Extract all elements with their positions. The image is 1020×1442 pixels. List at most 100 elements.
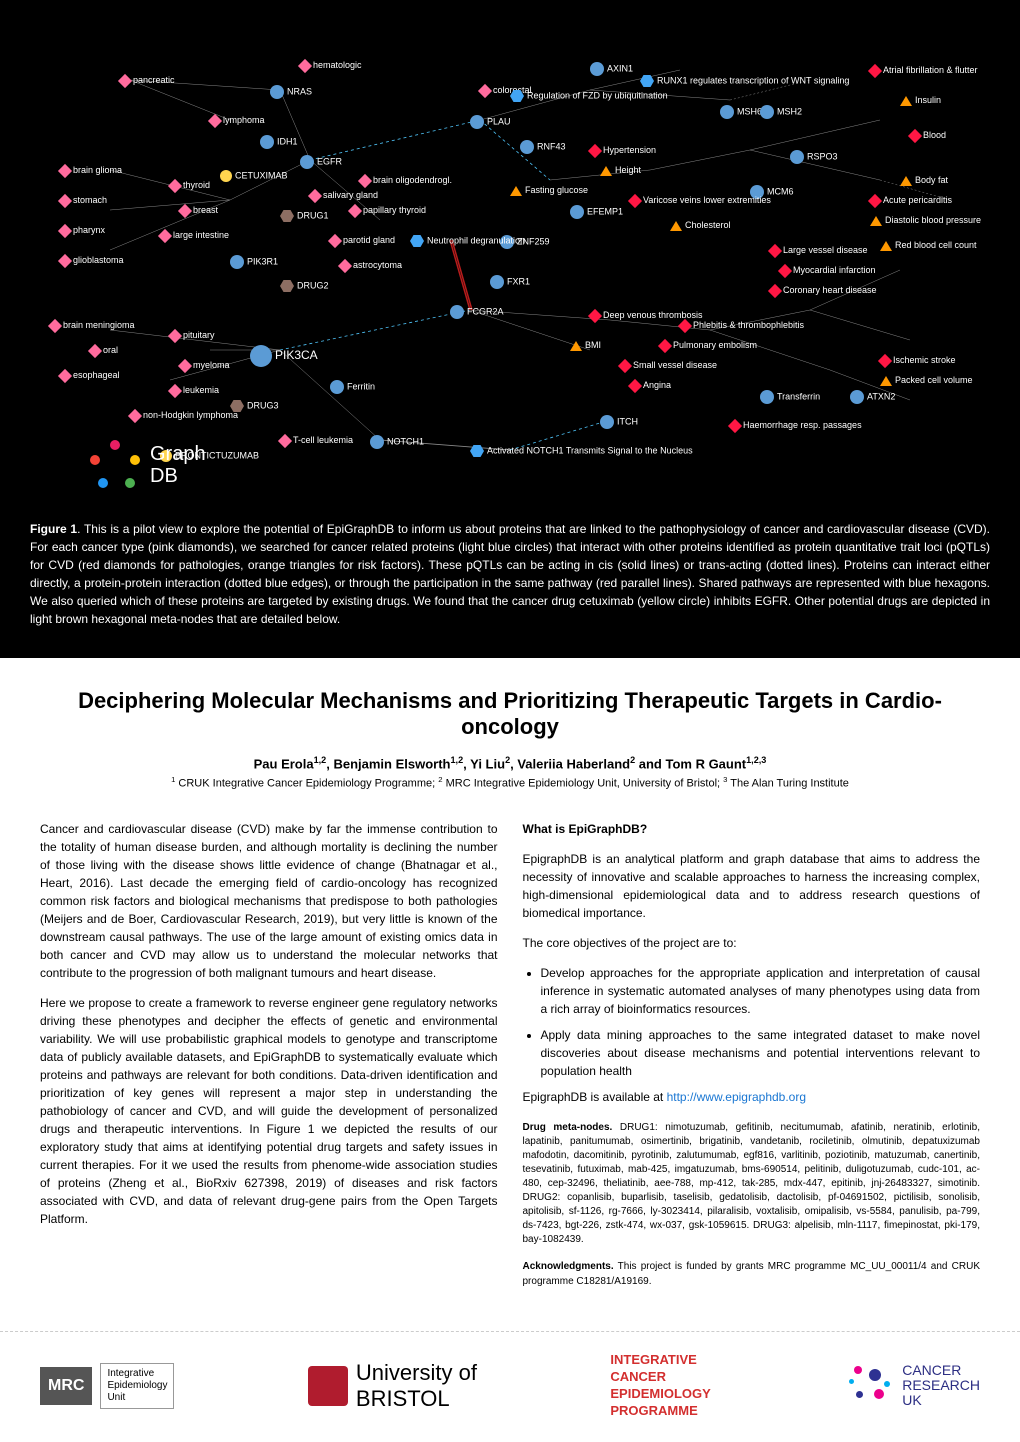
node-cancer: pituitary xyxy=(170,330,215,341)
intro-para-1: Cancer and cardiovascular disease (CVD) … xyxy=(40,820,498,982)
right-column: What is EpiGraphDB? EpigraphDB is an ana… xyxy=(523,820,981,1301)
affiliations: 1 CRUK Integrative Cancer Epidemiology P… xyxy=(40,775,980,790)
graphdb-logo: Graph DB xyxy=(90,440,206,490)
network-graph: pancreatic hematologic lymphoma brain gl… xyxy=(30,20,990,500)
node-protein: IDH1 xyxy=(260,135,298,149)
node-cancer: thyroid xyxy=(170,180,210,191)
node-protein: MSH6 xyxy=(720,105,762,119)
node-protein: NRAS xyxy=(270,85,312,99)
node-risk: Fasting glucose xyxy=(510,185,588,196)
node-protein: EGFR xyxy=(300,155,342,169)
icep-label: INTEGRATIVE CANCER EPIDEMIOLOGY PROGRAMM… xyxy=(610,1352,710,1420)
node-risk: Body fat xyxy=(900,175,948,186)
mrc-ieu-logo: MRC Integrative Epidemiology Unit xyxy=(40,1363,174,1409)
node-pathology: Pulmonary embolism xyxy=(660,340,757,351)
node-risk: Packed cell volume xyxy=(880,375,973,386)
box-title: What is EpiGraphDB? xyxy=(523,820,981,838)
node-risk: Height xyxy=(600,165,641,176)
node-protein: FCGR2A xyxy=(450,305,504,319)
box-link-line: EpigraphDB is available at http://www.ep… xyxy=(523,1088,981,1106)
footer-logos: MRC Integrative Epidemiology Unit Univer… xyxy=(0,1331,1020,1440)
node-pathology: Haemorrhage resp. passages xyxy=(730,420,862,431)
node-risk: Cholesterol xyxy=(670,220,731,231)
node-cancer: stomach xyxy=(60,195,107,206)
node-protein: ATXN2 xyxy=(850,390,895,404)
figure-caption: Figure 1. This is a pilot view to explor… xyxy=(30,520,990,628)
node-protein: Transferrin xyxy=(760,390,820,404)
node-cancer: salivary gland xyxy=(310,190,378,201)
node-cancer: astrocytoma xyxy=(340,260,402,271)
intro-para-2: Here we propose to create a framework to… xyxy=(40,994,498,1228)
cruk-dots-icon xyxy=(844,1361,894,1411)
node-cancer: myeloma xyxy=(180,360,230,371)
acknowledgments: Acknowledgments. This project is funded … xyxy=(523,1259,981,1289)
node-pathology: Hypertension xyxy=(590,145,656,156)
node-drug-yellow: CETUXIMAB xyxy=(220,170,288,182)
node-protein: NOTCH1 xyxy=(370,435,424,449)
node-protein: EFEMP1 xyxy=(570,205,623,219)
ieu-label: Integrative Epidemiology Unit xyxy=(100,1363,174,1409)
node-cancer: esophageal xyxy=(60,370,120,381)
node-pathology: Ischemic stroke xyxy=(880,355,956,366)
node-cancer: breast xyxy=(180,205,218,216)
node-cancer: lymphoma xyxy=(210,115,265,126)
node-pathway: Regulation of FZD by ubiquitination xyxy=(510,90,668,102)
node-cancer: papillary thyroid xyxy=(350,205,426,216)
node-cancer: non-Hodgkin lymphoma xyxy=(130,410,238,421)
node-protein: RSPO3 xyxy=(790,150,838,164)
node-risk: Insulin xyxy=(900,95,941,106)
title-section: Deciphering Molecular Mechanisms and Pri… xyxy=(0,658,1020,810)
objective-1: Develop approaches for the appropriate a… xyxy=(541,964,981,1018)
figure-panel: pancreatic hematologic lymphoma brain gl… xyxy=(0,0,1020,658)
authors: Pau Erola1,2, Benjamin Elsworth1,2, Yi L… xyxy=(40,755,980,771)
node-risk: Red blood cell count xyxy=(880,240,977,251)
node-protein: PIK3R1 xyxy=(230,255,278,269)
node-cancer: leukemia xyxy=(170,385,219,396)
node-protein: MSH2 xyxy=(760,105,802,119)
drug-meta-nodes: Drug meta-nodes. DRUG1: nimotuzumab, gef… xyxy=(523,1121,981,1247)
box-para-1: EpigraphDB is an analytical platform and… xyxy=(523,850,981,922)
node-cancer: pharynx xyxy=(60,225,105,236)
epigraphdb-box: What is EpiGraphDB? EpigraphDB is an ana… xyxy=(523,820,981,1106)
node-pathology: Atrial fibrillation & flutter xyxy=(870,65,978,76)
cruk-text: CANCER RESEARCH UK xyxy=(902,1363,980,1409)
node-risk: Diastolic blood pressure xyxy=(870,215,981,226)
node-pathology: Phlebitis & thrombophlebitis xyxy=(680,320,804,331)
body-columns: Cancer and cardiovascular disease (CVD) … xyxy=(0,810,1020,1331)
node-pathology: Varicose veins lower extremities xyxy=(630,195,771,206)
node-cancer: brain oligodendrogl. xyxy=(360,175,452,186)
node-cancer: brain glioma xyxy=(60,165,122,176)
node-cancer: parotid gland xyxy=(330,235,395,246)
poster-title: Deciphering Molecular Mechanisms and Pri… xyxy=(40,688,980,740)
node-cancer: pancreatic xyxy=(120,75,175,86)
node-cancer: brain meningioma xyxy=(50,320,135,331)
node-pathology: Coronary heart disease xyxy=(770,285,877,296)
left-column: Cancer and cardiovascular disease (CVD) … xyxy=(40,820,498,1301)
node-pathology: Small vessel disease xyxy=(620,360,717,371)
node-pathway: Activated NOTCH1 Transmits Signal to the… xyxy=(470,445,693,457)
node-drug-brown: DRUG2 xyxy=(280,280,329,292)
uob-crest-icon xyxy=(308,1366,348,1406)
node-pathway: Neutrophil degranulation xyxy=(410,235,525,247)
caption-text: . This is a pilot view to explore the po… xyxy=(30,522,990,626)
node-cancer: glioblastoma xyxy=(60,255,124,266)
node-drug-brown: DRUG3 xyxy=(230,400,279,412)
mrc-label: MRC xyxy=(40,1367,92,1405)
node-pathology: Large vessel disease xyxy=(770,245,868,256)
node-protein: ITCH xyxy=(600,415,638,429)
node-pathway: RUNX1 regulates transcription of WNT sig… xyxy=(640,75,849,87)
node-pathology: Blood xyxy=(910,130,946,141)
node-risk: BMI xyxy=(570,340,601,351)
node-pathology: Acute pericarditis xyxy=(870,195,952,206)
node-drug-brown: DRUG1 xyxy=(280,210,329,222)
objective-2: Apply data mining approaches to the same… xyxy=(541,1026,981,1080)
node-pathology: Angina xyxy=(630,380,671,391)
node-cancer: T-cell leukemia xyxy=(280,435,353,446)
uob-logo: University of BRISTOL xyxy=(308,1360,477,1412)
node-cancer: large intestine xyxy=(160,230,229,241)
epigraphdb-link[interactable]: http://www.epigraphdb.org xyxy=(667,1090,806,1104)
caption-label: Figure 1 xyxy=(30,522,77,536)
node-protein: FXR1 xyxy=(490,275,530,289)
node-protein: AXIN1 xyxy=(590,62,633,76)
graphdb-label: Graph DB xyxy=(150,443,206,487)
